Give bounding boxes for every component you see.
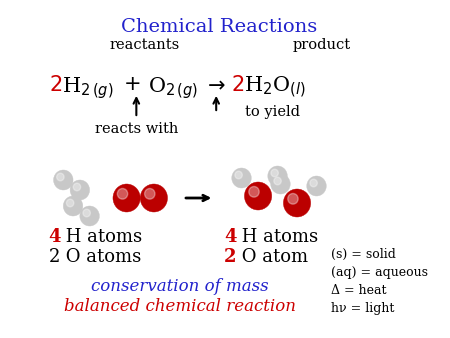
Text: O atom: O atom bbox=[236, 248, 308, 266]
Circle shape bbox=[284, 189, 310, 217]
Circle shape bbox=[73, 183, 81, 191]
Text: $+$: $+$ bbox=[123, 75, 140, 94]
Text: $2$: $2$ bbox=[231, 75, 244, 95]
Text: O atoms: O atoms bbox=[60, 248, 142, 266]
Circle shape bbox=[54, 170, 73, 190]
Circle shape bbox=[310, 179, 317, 187]
Text: Δ = heat: Δ = heat bbox=[331, 284, 387, 297]
Text: H$_{2}$O$_{(l)}$: H$_{2}$O$_{(l)}$ bbox=[244, 75, 306, 100]
Circle shape bbox=[80, 206, 99, 226]
Circle shape bbox=[235, 171, 242, 179]
Circle shape bbox=[70, 180, 90, 200]
Circle shape bbox=[57, 173, 64, 181]
Text: 4: 4 bbox=[224, 228, 237, 246]
Circle shape bbox=[268, 166, 287, 186]
Text: conservation of mass: conservation of mass bbox=[91, 278, 269, 295]
Text: hν = light: hν = light bbox=[331, 302, 395, 315]
Text: (s) = solid: (s) = solid bbox=[331, 248, 396, 261]
Circle shape bbox=[232, 168, 251, 188]
Text: Chemical Reactions: Chemical Reactions bbox=[121, 18, 317, 36]
Text: (aq) = aqueous: (aq) = aqueous bbox=[331, 266, 428, 279]
Circle shape bbox=[117, 189, 128, 199]
Text: H$_{2\,(g)}$: H$_{2\,(g)}$ bbox=[63, 75, 114, 101]
Circle shape bbox=[271, 169, 279, 177]
Text: balanced chemical reaction: balanced chemical reaction bbox=[64, 298, 296, 315]
Text: H atoms: H atoms bbox=[236, 228, 318, 246]
Text: 4: 4 bbox=[49, 228, 61, 246]
Circle shape bbox=[83, 209, 90, 217]
Circle shape bbox=[249, 187, 259, 197]
Circle shape bbox=[244, 182, 272, 210]
Circle shape bbox=[144, 189, 155, 199]
Circle shape bbox=[63, 196, 83, 216]
Circle shape bbox=[140, 184, 167, 212]
Text: H atoms: H atoms bbox=[60, 228, 143, 246]
Text: product: product bbox=[292, 38, 351, 52]
Circle shape bbox=[307, 176, 326, 196]
Text: reactants: reactants bbox=[109, 38, 179, 52]
Text: $2$: $2$ bbox=[49, 75, 62, 95]
Circle shape bbox=[67, 199, 74, 207]
Circle shape bbox=[274, 177, 281, 185]
Text: 2: 2 bbox=[49, 248, 60, 266]
Text: 2: 2 bbox=[224, 248, 237, 266]
Text: $\rightarrow$: $\rightarrow$ bbox=[203, 75, 225, 94]
Text: to yield: to yield bbox=[245, 105, 301, 119]
Text: reacts with: reacts with bbox=[94, 122, 178, 136]
Circle shape bbox=[288, 193, 298, 204]
Circle shape bbox=[271, 174, 290, 194]
Circle shape bbox=[113, 184, 140, 212]
Text: O$_{2\,(g)}$: O$_{2\,(g)}$ bbox=[148, 75, 198, 101]
